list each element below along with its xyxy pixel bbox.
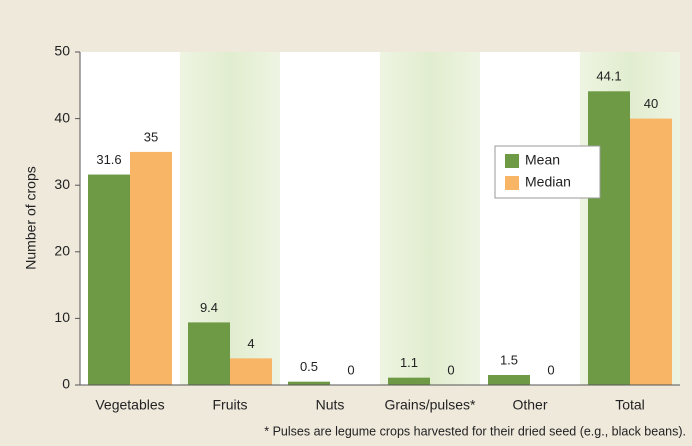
bar bbox=[588, 91, 630, 385]
value-label: 0.5 bbox=[300, 359, 318, 374]
value-label: 1.5 bbox=[500, 352, 518, 367]
x-tick-label: Vegetables bbox=[95, 397, 164, 413]
footnote: * Pulses are legume crops harvested for … bbox=[264, 424, 686, 438]
bar bbox=[388, 377, 430, 385]
bar bbox=[230, 358, 272, 385]
bar bbox=[188, 322, 230, 385]
legend-swatch bbox=[505, 176, 519, 190]
y-tick-label: 40 bbox=[54, 109, 70, 125]
y-tick-label: 50 bbox=[54, 43, 70, 59]
x-tick-label: Nuts bbox=[316, 397, 345, 413]
value-label: 35 bbox=[144, 129, 158, 144]
value-label: 1.1 bbox=[400, 355, 418, 370]
bar bbox=[130, 151, 172, 385]
value-label: 4 bbox=[247, 336, 254, 351]
y-tick-label: 10 bbox=[54, 309, 70, 325]
legend-label: Median bbox=[525, 174, 571, 190]
y-axis-label: Number of crops bbox=[23, 166, 39, 269]
legend-label: Mean bbox=[525, 152, 560, 168]
value-label: 0 bbox=[447, 362, 454, 377]
bar bbox=[88, 174, 130, 385]
y-tick-label: 0 bbox=[62, 376, 70, 392]
x-tick-label: Fruits bbox=[213, 397, 248, 413]
band bbox=[280, 52, 380, 385]
legend-swatch bbox=[505, 154, 519, 168]
band bbox=[380, 52, 480, 385]
value-label: 40 bbox=[644, 96, 658, 111]
bar bbox=[288, 381, 330, 385]
band bbox=[480, 52, 580, 385]
bar bbox=[630, 118, 672, 385]
value-label: 31.6 bbox=[96, 152, 121, 167]
value-label: 0 bbox=[547, 362, 554, 377]
value-label: 0 bbox=[347, 362, 354, 377]
y-tick-label: 30 bbox=[54, 176, 70, 192]
x-tick-label: Total bbox=[615, 397, 645, 413]
x-tick-label: Grains/pulses* bbox=[384, 397, 476, 413]
bar bbox=[488, 375, 530, 385]
value-label: 44.1 bbox=[596, 69, 621, 84]
x-tick-label: Other bbox=[512, 397, 547, 413]
value-label: 9.4 bbox=[200, 300, 218, 315]
y-tick-label: 20 bbox=[54, 243, 70, 259]
